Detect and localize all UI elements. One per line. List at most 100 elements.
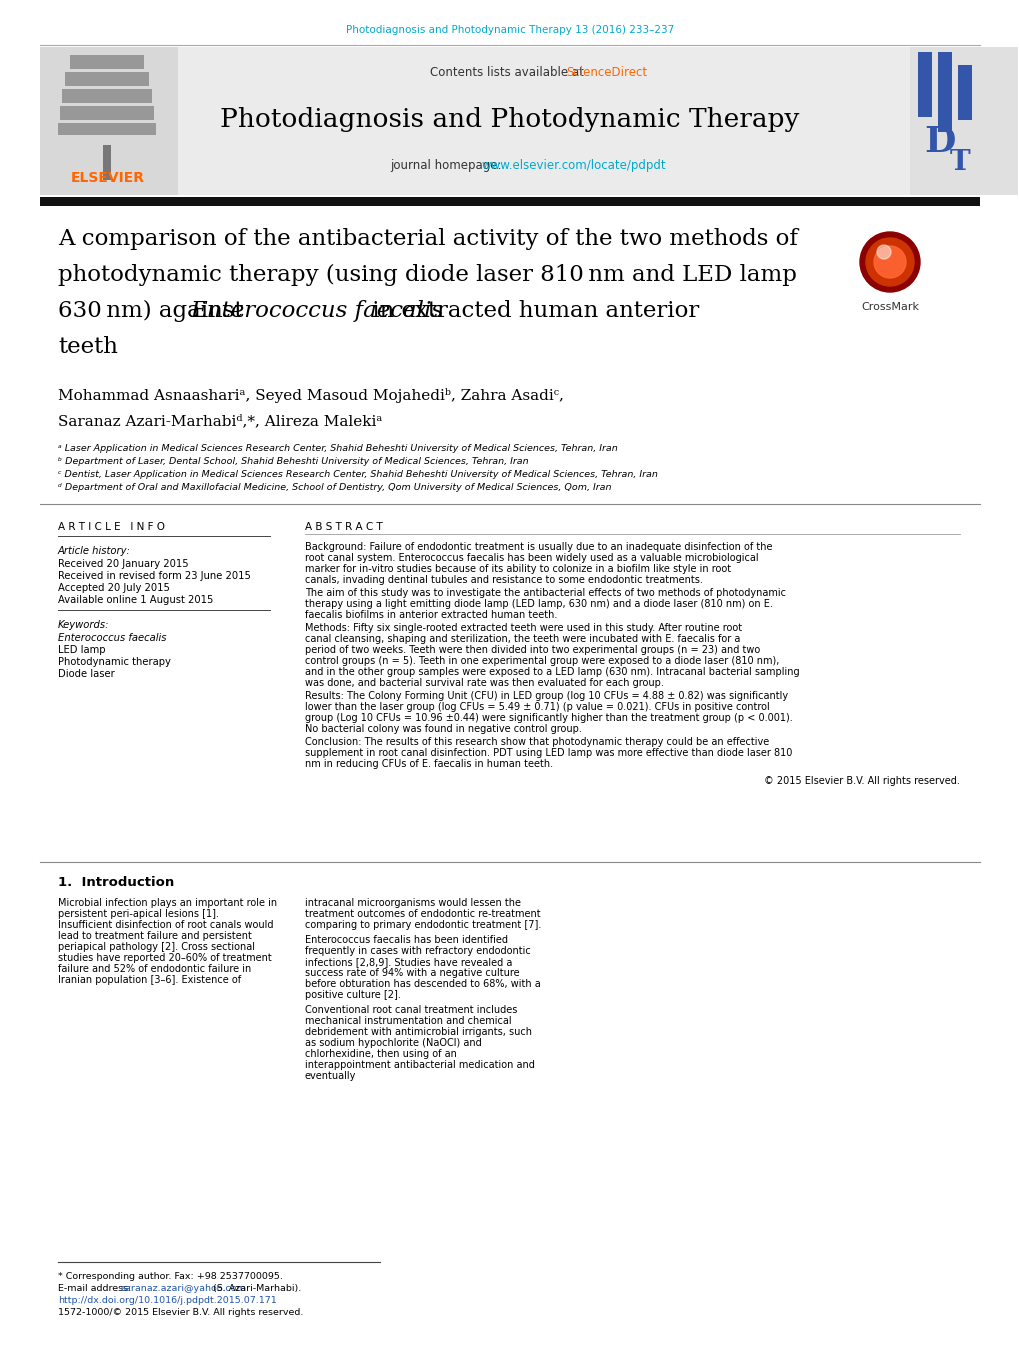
Text: eventually: eventually <box>305 1071 356 1081</box>
Text: Photodiagnosis and Photodynamic Therapy: Photodiagnosis and Photodynamic Therapy <box>220 108 799 132</box>
Bar <box>60 105 154 120</box>
Text: No bacterial colony was found in negative control group.: No bacterial colony was found in negativ… <box>305 724 581 734</box>
Text: www.elsevier.com/locate/pdpdt: www.elsevier.com/locate/pdpdt <box>482 158 666 172</box>
Text: Received 20 January 2015: Received 20 January 2015 <box>58 559 189 569</box>
Bar <box>58 123 156 135</box>
Text: Conclusion: The results of this research show that photodynamic therapy could be: Conclusion: The results of this research… <box>305 738 768 747</box>
Text: teeth: teeth <box>58 336 118 358</box>
Bar <box>957 65 971 120</box>
Text: ScienceDirect: ScienceDirect <box>566 65 646 78</box>
Text: failure and 52% of endodontic failure in: failure and 52% of endodontic failure in <box>58 965 251 974</box>
Text: 1572-1000/© 2015 Elsevier B.V. All rights reserved.: 1572-1000/© 2015 Elsevier B.V. All right… <box>58 1308 303 1317</box>
Bar <box>40 47 909 195</box>
Text: saranaz.azari@yahoo.com: saranaz.azari@yahoo.com <box>120 1283 246 1293</box>
Text: A R T I C L E   I N F O: A R T I C L E I N F O <box>58 521 165 532</box>
Text: studies have reported 20–60% of treatment: studies have reported 20–60% of treatmen… <box>58 952 271 963</box>
Text: debridement with antimicrobial irrigants, such: debridement with antimicrobial irrigants… <box>305 1027 532 1038</box>
Text: frequently in cases with refractory endodontic: frequently in cases with refractory endo… <box>305 946 530 957</box>
Text: nm in reducing CFUs of E. faecalis in human teeth.: nm in reducing CFUs of E. faecalis in hu… <box>305 759 552 769</box>
Circle shape <box>865 238 913 286</box>
Text: Contents lists available at: Contents lists available at <box>430 65 587 78</box>
Circle shape <box>873 246 905 278</box>
Text: Received in revised form 23 June 2015: Received in revised form 23 June 2015 <box>58 571 251 581</box>
Text: 1.  Introduction: 1. Introduction <box>58 875 174 889</box>
Bar <box>70 55 144 69</box>
Text: ᶜ Dentist, Laser Application in Medical Sciences Research Center, Shahid Behesht: ᶜ Dentist, Laser Application in Medical … <box>58 470 657 480</box>
Bar <box>909 47 1017 195</box>
Text: mechanical instrumentation and chemical: mechanical instrumentation and chemical <box>305 1016 512 1025</box>
Text: canals, invading dentinal tubules and resistance to some endodontic treatments.: canals, invading dentinal tubules and re… <box>305 576 702 585</box>
Text: Photodiagnosis and Photodynamic Therapy 13 (2016) 233–237: Photodiagnosis and Photodynamic Therapy … <box>345 26 674 35</box>
Text: marker for in-vitro studies because of its ability to colonize in a biofilm like: marker for in-vitro studies because of i… <box>305 563 731 574</box>
Text: before obturation has descended to 68%, with a: before obturation has descended to 68%, … <box>305 979 540 989</box>
Text: http://dx.doi.org/10.1016/j.pdpdt.2015.07.171: http://dx.doi.org/10.1016/j.pdpdt.2015.0… <box>58 1296 276 1305</box>
Text: Accepted 20 July 2015: Accepted 20 July 2015 <box>58 584 170 593</box>
Bar <box>917 51 931 118</box>
Text: root canal system. Enterococcus faecalis has been widely used as a valuable micr: root canal system. Enterococcus faecalis… <box>305 553 758 563</box>
Text: Enterococcus faecalis: Enterococcus faecalis <box>58 634 166 643</box>
Text: Article history:: Article history: <box>58 546 130 557</box>
Text: ELSEVIER: ELSEVIER <box>71 172 145 185</box>
Text: interappointment antibacterial medication and: interappointment antibacterial medicatio… <box>305 1061 534 1070</box>
Text: The aim of this study was to investigate the antibacterial effects of two method: The aim of this study was to investigate… <box>305 588 786 598</box>
Text: Available online 1 August 2015: Available online 1 August 2015 <box>58 594 213 605</box>
Text: Enterococcus faecalis: Enterococcus faecalis <box>191 300 443 322</box>
Text: Photodynamic therapy: Photodynamic therapy <box>58 657 171 667</box>
Text: * Corresponding author. Fax: +98 2537700095.: * Corresponding author. Fax: +98 2537700… <box>58 1273 282 1281</box>
Text: Diode laser: Diode laser <box>58 669 115 680</box>
Circle shape <box>876 245 891 259</box>
Text: Keywords:: Keywords: <box>58 620 109 630</box>
Text: and in the other group samples were exposed to a LED lamp (630 nm). Intracanal b: and in the other group samples were expo… <box>305 667 799 677</box>
Text: Mohammad Asnaashariᵃ, Seyed Masoud Mojahediᵇ, Zahra Asadiᶜ,: Mohammad Asnaashariᵃ, Seyed Masoud Mojah… <box>58 388 564 403</box>
Text: periapical pathology [2]. Cross sectional: periapical pathology [2]. Cross sectiona… <box>58 942 255 952</box>
Text: therapy using a light emitting diode lamp (LED lamp, 630 nm) and a diode laser (: therapy using a light emitting diode lam… <box>305 598 772 609</box>
Text: control groups (n = 5). Teeth in one experimental group were exposed to a diode : control groups (n = 5). Teeth in one exp… <box>305 657 779 666</box>
Bar <box>40 197 979 205</box>
Text: ᵈ Department of Oral and Maxillofacial Medicine, School of Dentistry, Qom Univer: ᵈ Department of Oral and Maxillofacial M… <box>58 484 611 492</box>
Text: ᵃ Laser Application in Medical Sciences Research Center, Shahid Beheshti Univers: ᵃ Laser Application in Medical Sciences … <box>58 444 618 453</box>
Text: Results: The Colony Forming Unit (CFU) in LED group (log 10 CFUs = 4.88 ± 0.82) : Results: The Colony Forming Unit (CFU) i… <box>305 690 788 701</box>
Text: lower than the laser group (log CFUs = 5.49 ± 0.71) (p value = 0.021). CFUs in p: lower than the laser group (log CFUs = 5… <box>305 703 769 712</box>
Text: Conventional root canal treatment includes: Conventional root canal treatment includ… <box>305 1005 517 1015</box>
Text: chlorhexidine, then using of an: chlorhexidine, then using of an <box>305 1048 457 1059</box>
Text: Insufficient disinfection of root canals would: Insufficient disinfection of root canals… <box>58 920 273 929</box>
Text: infections [2,8,9]. Studies have revealed a: infections [2,8,9]. Studies have reveale… <box>305 957 512 967</box>
Text: © 2015 Elsevier B.V. All rights reserved.: © 2015 Elsevier B.V. All rights reserved… <box>763 775 959 786</box>
Text: period of two weeks. Teeth were then divided into two experimental groups (n = 2: period of two weeks. Teeth were then div… <box>305 644 759 655</box>
Text: journal homepage:: journal homepage: <box>389 158 504 172</box>
Text: supplement in root canal disinfection. PDT using LED lamp was more effective tha: supplement in root canal disinfection. P… <box>305 748 792 758</box>
Text: ᵇ Department of Laser, Dental School, Shahid Beheshti University of Medical Scie: ᵇ Department of Laser, Dental School, Sh… <box>58 457 528 466</box>
Text: photodynamic therapy (using diode laser 810 nm and LED lamp: photodynamic therapy (using diode laser … <box>58 263 796 286</box>
Text: E-mail address:: E-mail address: <box>58 1283 135 1293</box>
Text: faecalis biofilms in anterior extracted human teeth.: faecalis biofilms in anterior extracted … <box>305 611 556 620</box>
Text: canal cleansing, shaping and sterilization, the teeth were incubated with E. fae: canal cleansing, shaping and sterilizati… <box>305 634 740 644</box>
Text: 630 nm) against: 630 nm) against <box>58 300 251 322</box>
Text: in extracted human anterior: in extracted human anterior <box>365 300 699 322</box>
Bar <box>62 89 152 103</box>
Bar <box>65 72 149 86</box>
Text: group (Log 10 CFUs = 10.96 ±0.44) were significantly higher than the treatment g: group (Log 10 CFUs = 10.96 ±0.44) were s… <box>305 713 792 723</box>
Text: T: T <box>949 149 969 176</box>
Text: as sodium hypochlorite (NaOCl) and: as sodium hypochlorite (NaOCl) and <box>305 1038 481 1048</box>
Bar <box>40 47 178 195</box>
Text: A comparison of the antibacterial activity of the two methods of: A comparison of the antibacterial activi… <box>58 228 797 250</box>
Text: A B S T R A C T: A B S T R A C T <box>305 521 382 532</box>
Text: CrossMark: CrossMark <box>860 303 918 312</box>
Text: was done, and bacterial survival rate was then evaluated for each group.: was done, and bacterial survival rate wa… <box>305 678 663 688</box>
Bar <box>103 145 111 180</box>
Text: comparing to primary endodontic treatment [7].: comparing to primary endodontic treatmen… <box>305 920 541 929</box>
Text: Microbial infection plays an important role in: Microbial infection plays an important r… <box>58 898 277 908</box>
Text: Iranian population [3–6]. Existence of: Iranian population [3–6]. Existence of <box>58 975 240 985</box>
Text: (S. Azari-Marhabi).: (S. Azari-Marhabi). <box>210 1283 301 1293</box>
Text: intracanal microorganisms would lessen the: intracanal microorganisms would lessen t… <box>305 898 521 908</box>
Text: positive culture [2].: positive culture [2]. <box>305 990 400 1000</box>
Text: Saranaz Azari-Marhabiᵈ,*, Alireza Malekiᵃ: Saranaz Azari-Marhabiᵈ,*, Alireza Maleki… <box>58 413 382 428</box>
Text: success rate of 94% with a negative culture: success rate of 94% with a negative cult… <box>305 969 519 978</box>
Text: Methods: Fifty six single-rooted extracted teeth were used in this study. After : Methods: Fifty six single-rooted extract… <box>305 623 742 634</box>
Text: D: D <box>923 126 955 159</box>
Text: treatment outcomes of endodontic re-treatment: treatment outcomes of endodontic re-trea… <box>305 909 540 919</box>
Text: Enterococcus faecalis has been identified: Enterococcus faecalis has been identifie… <box>305 935 507 944</box>
Text: lead to treatment failure and persistent: lead to treatment failure and persistent <box>58 931 252 942</box>
Bar <box>937 51 951 132</box>
Circle shape <box>859 232 919 292</box>
